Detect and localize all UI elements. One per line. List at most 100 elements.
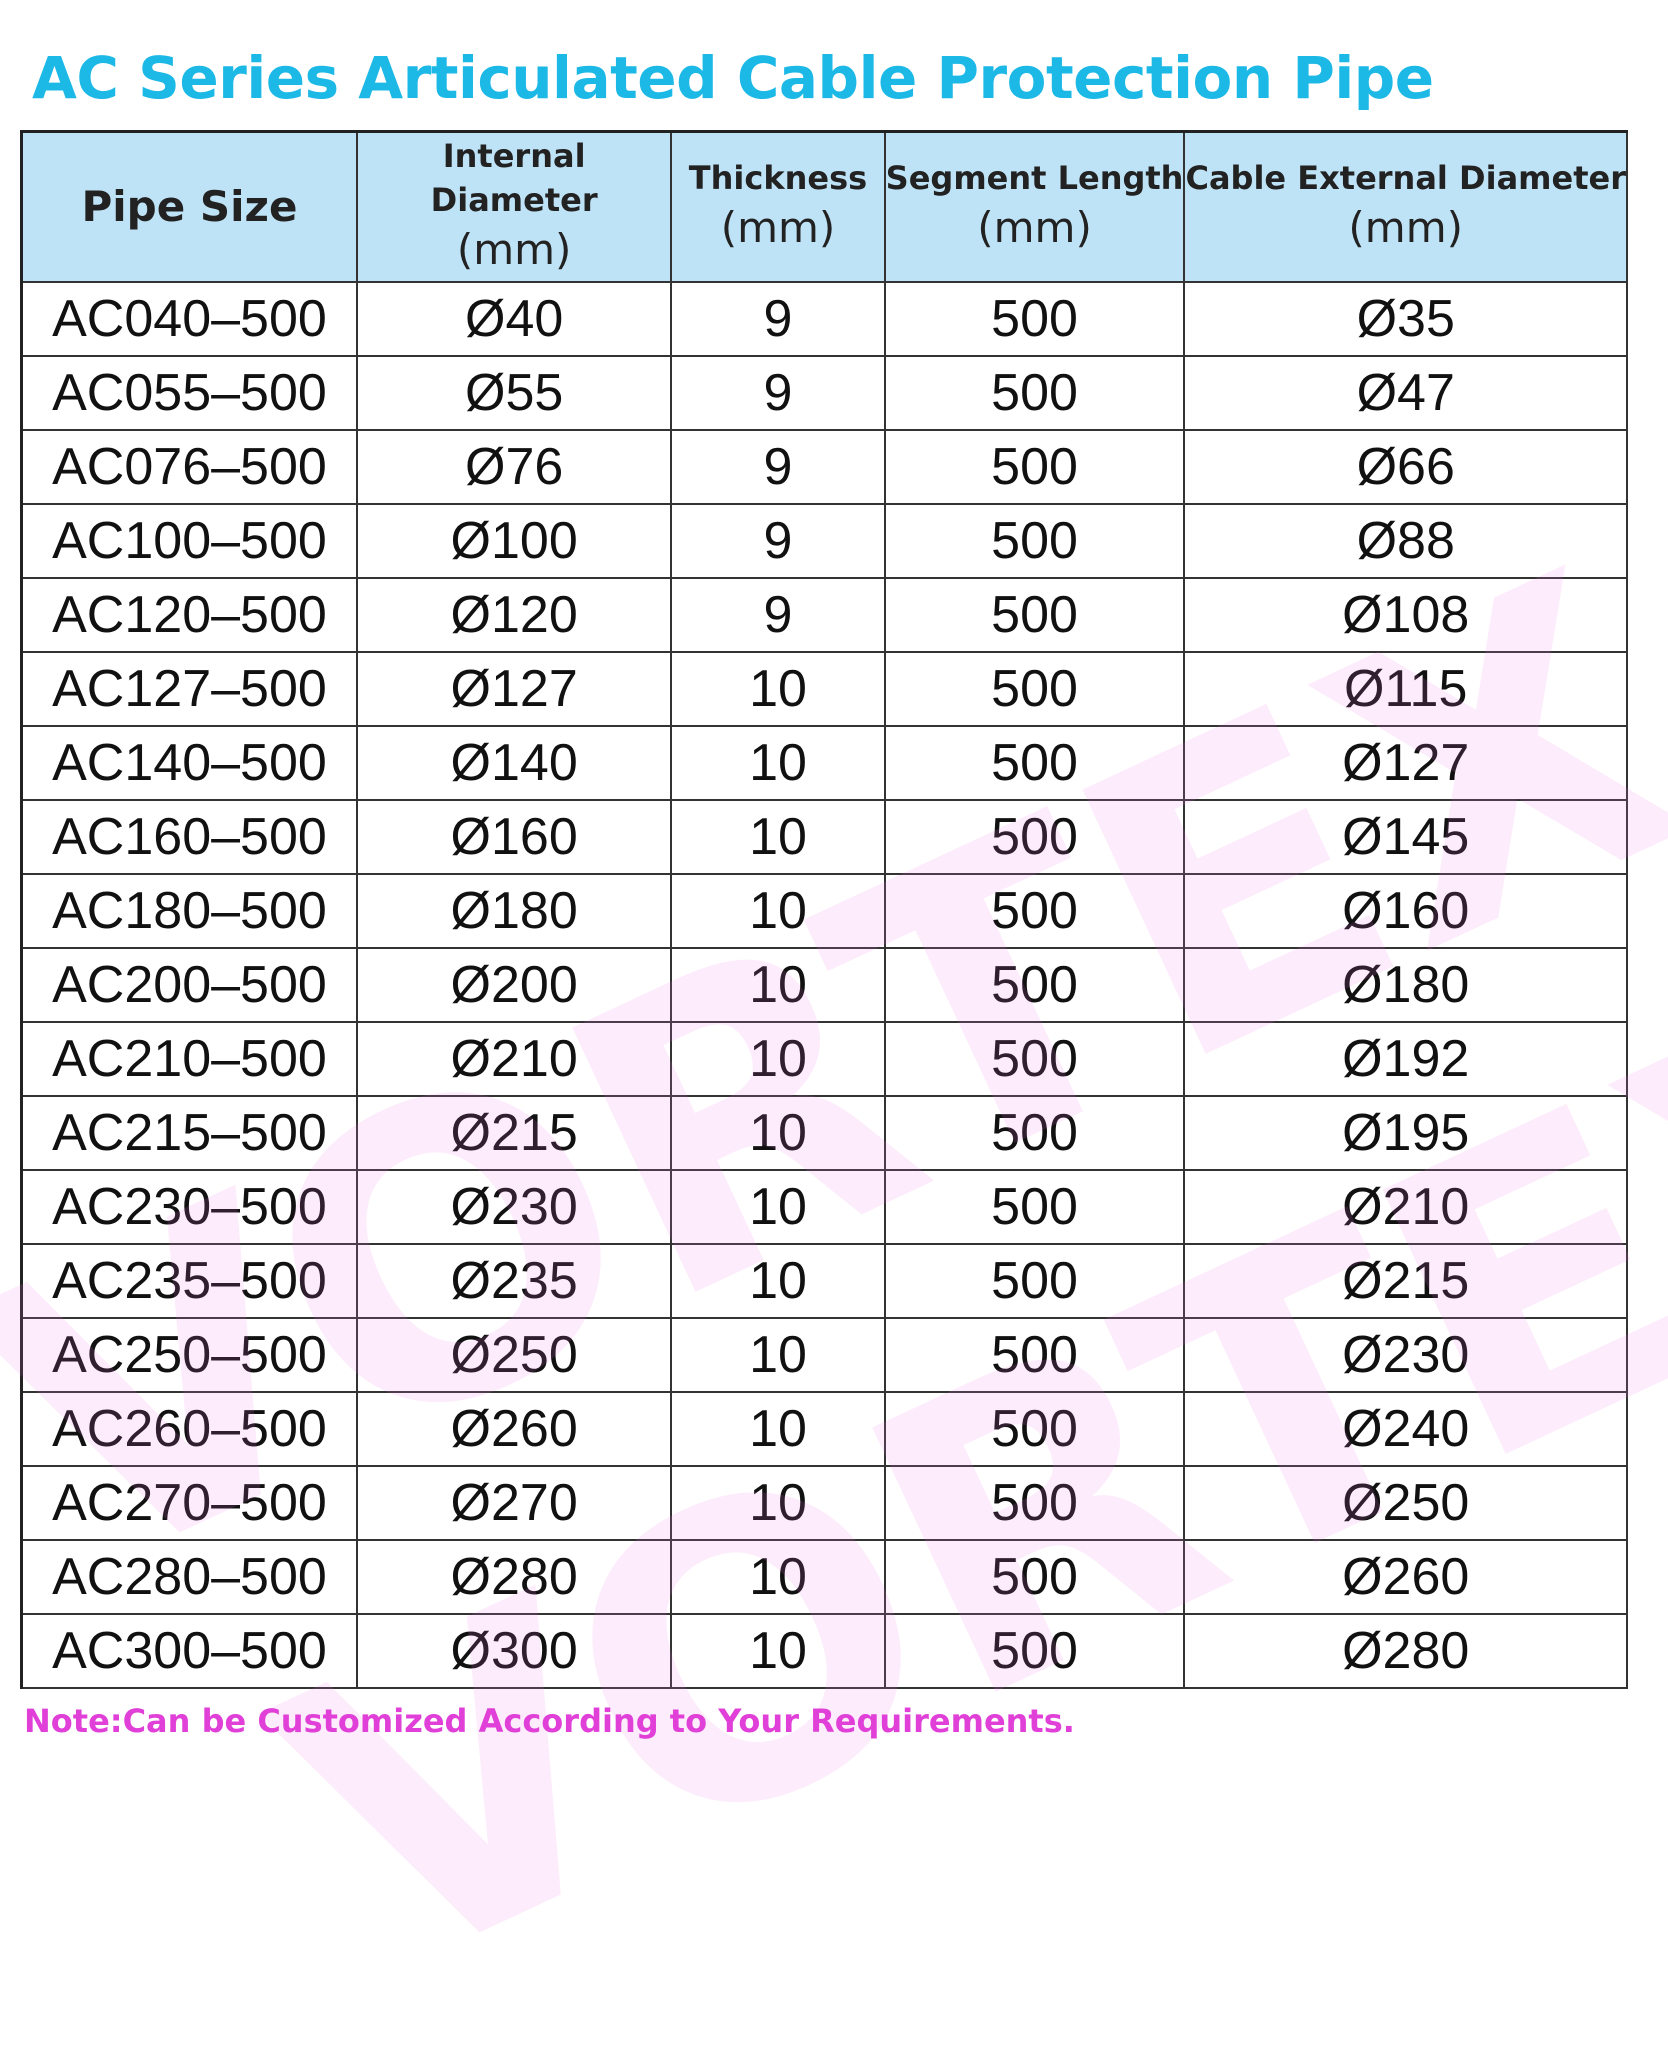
cell-cable-external-diameter: Ø160 (1183, 873, 1628, 949)
cell-pipe-size: AC120–500 (20, 577, 358, 653)
cell-cable-external-diameter: Ø180 (1183, 947, 1628, 1023)
cell-thickness: 10 (670, 1169, 886, 1245)
cell-pipe-size: AC210–500 (20, 1021, 358, 1097)
cell-cable-external-diameter: Ø88 (1183, 503, 1628, 579)
cell-internal-diameter: Ø160 (355, 799, 673, 875)
cell-thickness: 10 (670, 1391, 886, 1467)
cell-segment-length: 500 (883, 799, 1186, 875)
cell-internal-diameter: Ø140 (355, 725, 673, 801)
cell-segment-length: 500 (883, 1243, 1186, 1319)
table-row: AC055–500 Ø55 9 500 Ø47 (20, 355, 1628, 431)
cell-segment-length: 500 (883, 947, 1186, 1023)
table-row: AC280–500 Ø280 10 500 Ø260 (20, 1539, 1628, 1615)
cell-internal-diameter: Ø120 (355, 577, 673, 653)
cell-thickness: 9 (670, 429, 886, 505)
header-thickness: Thickness (mm) (670, 130, 886, 283)
cell-cable-external-diameter: Ø127 (1183, 725, 1628, 801)
cell-pipe-size: AC300–500 (20, 1613, 358, 1689)
cell-internal-diameter: Ø280 (355, 1539, 673, 1615)
header-cable-external-diameter: Cable External Diameter (mm) (1183, 130, 1628, 283)
cell-segment-length: 500 (883, 503, 1186, 579)
cell-pipe-size: AC160–500 (20, 799, 358, 875)
cell-segment-length: 500 (883, 355, 1186, 431)
cell-thickness: 10 (670, 1465, 886, 1541)
cell-internal-diameter: Ø55 (355, 355, 673, 431)
cell-segment-length: 500 (883, 873, 1186, 949)
table-row: AC260–500 Ø260 10 500 Ø240 (20, 1391, 1628, 1467)
cell-thickness: 10 (670, 1317, 886, 1393)
table-row: AC100–500 Ø100 9 500 Ø88 (20, 503, 1628, 579)
table-row: AC180–500 Ø180 10 500 Ø160 (20, 873, 1628, 949)
cell-internal-diameter: Ø180 (355, 873, 673, 949)
cell-segment-length: 500 (883, 1465, 1186, 1541)
cell-segment-length: 500 (883, 1613, 1186, 1689)
note-text: Note:Can be Customized According to Your… (24, 1702, 1075, 1740)
header-segment-length: Segment Length (mm) (883, 130, 1186, 283)
cell-internal-diameter: Ø40 (355, 281, 673, 357)
cell-internal-diameter: Ø127 (355, 651, 673, 727)
cell-segment-length: 500 (883, 1021, 1186, 1097)
header-unit: (mm) (720, 203, 836, 253)
cell-thickness: 10 (670, 1095, 886, 1171)
cell-internal-diameter: Ø270 (355, 1465, 673, 1541)
table-row: AC076–500 Ø76 9 500 Ø66 (20, 429, 1628, 505)
cell-pipe-size: AC100–500 (20, 503, 358, 579)
cell-segment-length: 500 (883, 429, 1186, 505)
header-unit: (mm) (977, 203, 1092, 253)
page-title: AC Series Articulated Cable Protection P… (32, 44, 1434, 112)
table-row: AC040–500 Ø40 9 500 Ø35 (20, 281, 1628, 357)
cell-thickness: 10 (670, 1539, 886, 1615)
cell-cable-external-diameter: Ø280 (1183, 1613, 1628, 1689)
table-row: AC120–500 Ø120 9 500 Ø108 (20, 577, 1628, 653)
spec-table: Pipe Size Internal Diameter (mm) Thicknes… (20, 130, 1628, 1689)
cell-pipe-size: AC270–500 (20, 1465, 358, 1541)
table-row: AC215–500 Ø215 10 500 Ø195 (20, 1095, 1628, 1171)
cell-thickness: 10 (670, 1243, 886, 1319)
cell-pipe-size: AC215–500 (20, 1095, 358, 1171)
cell-cable-external-diameter: Ø115 (1183, 651, 1628, 727)
cell-thickness: 10 (670, 1021, 886, 1097)
cell-pipe-size: AC230–500 (20, 1169, 358, 1245)
table-row: AC210–500 Ø210 10 500 Ø192 (20, 1021, 1628, 1097)
cell-cable-external-diameter: Ø250 (1183, 1465, 1628, 1541)
cell-thickness: 10 (670, 725, 886, 801)
cell-pipe-size: AC280–500 (20, 1539, 358, 1615)
cell-thickness: 9 (670, 355, 886, 431)
table-row: AC235–500 Ø235 10 500 Ø215 (20, 1243, 1628, 1319)
cell-thickness: 9 (670, 577, 886, 653)
cell-segment-length: 500 (883, 1391, 1186, 1467)
cell-internal-diameter: Ø100 (355, 503, 673, 579)
cell-segment-length: 500 (883, 725, 1186, 801)
cell-internal-diameter: Ø260 (355, 1391, 673, 1467)
table-row: AC160–500 Ø160 10 500 Ø145 (20, 799, 1628, 875)
cell-internal-diameter: Ø215 (355, 1095, 673, 1171)
cell-cable-external-diameter: Ø240 (1183, 1391, 1628, 1467)
header-label: Thickness (688, 159, 868, 198)
cell-cable-external-diameter: Ø145 (1183, 799, 1628, 875)
header-label: Pipe Size (81, 181, 298, 231)
cell-internal-diameter: Ø235 (355, 1243, 673, 1319)
cell-thickness: 10 (670, 1613, 886, 1689)
cell-pipe-size: AC200–500 (20, 947, 358, 1023)
header-label: Internal Diameter (430, 137, 598, 219)
cell-cable-external-diameter: Ø192 (1183, 1021, 1628, 1097)
cell-segment-length: 500 (883, 281, 1186, 357)
table-row: AC230–500 Ø230 10 500 Ø210 (20, 1169, 1628, 1245)
table-row: AC200–500 Ø200 10 500 Ø180 (20, 947, 1628, 1023)
cell-segment-length: 500 (883, 577, 1186, 653)
table-row: AC250–500 Ø250 10 500 Ø230 (20, 1317, 1628, 1393)
cell-thickness: 10 (670, 799, 886, 875)
header-pipe-size: Pipe Size (20, 130, 358, 283)
cell-internal-diameter: Ø250 (355, 1317, 673, 1393)
cell-segment-length: 500 (883, 1539, 1186, 1615)
cell-cable-external-diameter: Ø47 (1183, 355, 1628, 431)
cell-thickness: 10 (670, 947, 886, 1023)
header-internal-diameter: Internal Diameter (mm) (355, 130, 673, 283)
cell-internal-diameter: Ø230 (355, 1169, 673, 1245)
header-label: Segment Length (885, 159, 1184, 198)
cell-cable-external-diameter: Ø35 (1183, 281, 1628, 357)
cell-pipe-size: AC235–500 (20, 1243, 358, 1319)
cell-cable-external-diameter: Ø66 (1183, 429, 1628, 505)
cell-cable-external-diameter: Ø230 (1183, 1317, 1628, 1393)
table-row: AC127–500 Ø127 10 500 Ø115 (20, 651, 1628, 727)
